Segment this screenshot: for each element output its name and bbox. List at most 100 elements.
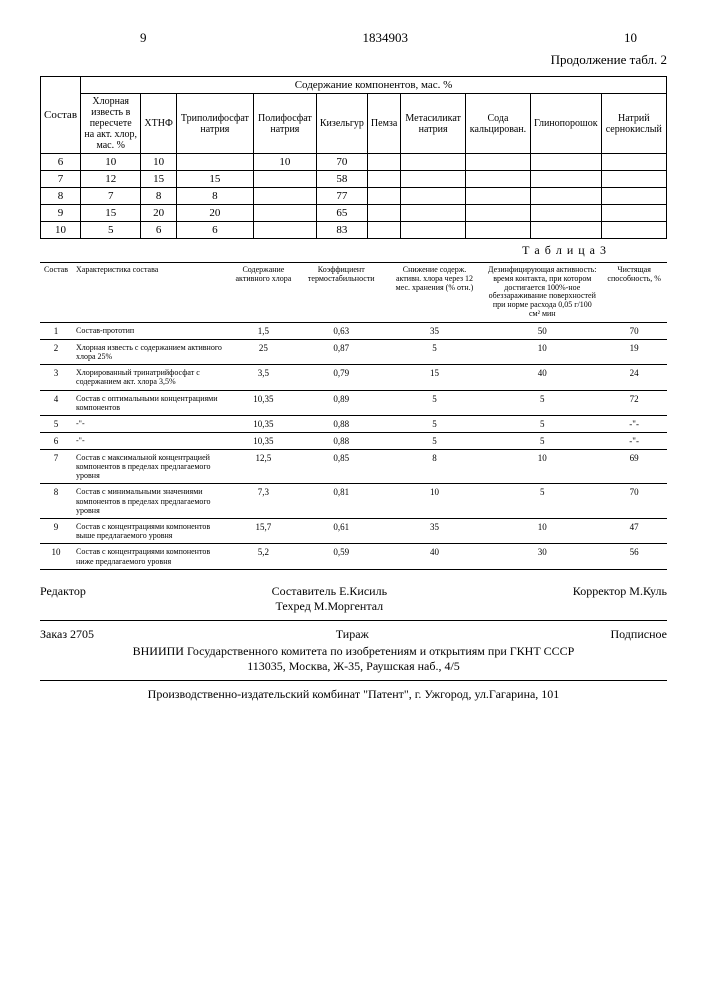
table-cell: 7 [41,171,81,188]
table-cell [601,205,666,222]
table-cell [367,205,400,222]
table-row: 610101070 [41,154,667,171]
col-polyphos: Полифосфат натрия [253,94,316,154]
table-cell: 5,2 [230,544,297,569]
table-cell: 5 [81,222,141,239]
table-cell [601,222,666,239]
table-cell: 12 [81,171,141,188]
table-cell: 0,88 [297,415,386,432]
table-cell [401,205,466,222]
table-cell: 0,59 [297,544,386,569]
credits-block: Редактор Составитель Е.Кисиль Техред М.М… [40,584,667,702]
table-cell: 5 [483,432,601,449]
table-cell: 12,5 [230,449,297,484]
order: Заказ 2705 [40,627,94,642]
table-row: 6-"-10,350,8855-"- [40,432,667,449]
t3-col-characteristic: Характеристика состава [72,263,230,323]
printer-line: Производственно-издательский комбинат "П… [40,687,667,702]
table-cell: 15,7 [230,519,297,544]
table-row: 2Хлорная известь с содержанием активного… [40,339,667,364]
col-kizelgur: Кизельгур [316,94,367,154]
page-right: 10 [624,30,637,46]
col-soda: Сода кальцирован. [465,94,530,154]
table-cell: Состав с концентрациями компонентов выше… [72,519,230,544]
table-cell: 9 [41,205,81,222]
table-cell: 7 [81,188,141,205]
table-cell [465,188,530,205]
doc-number: 1834903 [363,30,409,46]
table-cell [253,205,316,222]
table-cell: 0,88 [297,432,386,449]
header-numbers: 9 1834903 10 [40,30,667,46]
table-cell [253,222,316,239]
table-cell [401,171,466,188]
divider-2 [40,680,667,681]
table-row: 915202065 [41,205,667,222]
table-cell: 77 [316,188,367,205]
table-row: 7Состав с максимальной концентрацией ком… [40,449,667,484]
col-sostav: Состав [41,77,81,154]
tirazh: Тираж [336,627,369,642]
table-cell [367,188,400,205]
table-cell: 5 [386,339,484,364]
table-cell: 1,5 [230,322,297,339]
table-cell: 83 [316,222,367,239]
table-cell [601,188,666,205]
table-row: 10Состав с концентрациями компонентов ни… [40,544,667,569]
table3-body: 1Состав-прототип1,50,633550702Хлорная из… [40,322,667,569]
org-line: ВНИИПИ Государственного комитета по изоб… [40,644,667,659]
table-cell [401,188,466,205]
table-cell [601,171,666,188]
table-cell: 10 [386,484,484,519]
table-cell: 40 [483,365,601,390]
col-chlor: Хлорная известь в пересчете на акт. хлор… [81,94,141,154]
corrector: Корректор М.Куль [573,584,667,614]
table-cell [367,154,400,171]
table2-caption: Содержание компонентов, мас. % [81,77,667,94]
page-left: 9 [140,30,147,46]
table-cell: -"- [601,415,667,432]
table-cell: 58 [316,171,367,188]
table-cell [253,171,316,188]
table-cell: 3 [40,365,72,390]
table3-label: Т а б л и ц а 3 [40,243,607,258]
table-cell: 50 [483,322,601,339]
table-cell [367,171,400,188]
table-cell [530,154,601,171]
techred: Техред М.Моргентал [275,599,383,613]
table-cell: 7 [40,449,72,484]
table-row: 878877 [41,188,667,205]
table-cell: -"- [72,415,230,432]
table-cell: 9 [40,519,72,544]
table-cell: 2 [40,339,72,364]
t3-col-sostav: Состав [40,263,72,323]
table-cell: Состав с концентрациями компонентов ниже… [72,544,230,569]
address-line: 113035, Москва, Ж-35, Раушская наб., 4/5 [40,659,667,674]
table-cell: 15 [81,205,141,222]
t3-col-coeff: Коэффициент термостабильности [297,263,386,323]
table-cell: 30 [483,544,601,569]
table-cell [253,188,316,205]
table-cell: 20 [141,205,176,222]
table-cell: 8 [176,188,253,205]
table-cell: 0,81 [297,484,386,519]
table-cell [176,154,253,171]
table-cell: 0,85 [297,449,386,484]
table-row: 4Состав с оптимальными концентрациями ко… [40,390,667,415]
table-cell: 72 [601,390,667,415]
table-cell: 56 [601,544,667,569]
col-glinoporoshok: Глинопорошок [530,94,601,154]
table-cell: 3,5 [230,365,297,390]
table-row: 9Состав с концентрациями компонентов выш… [40,519,667,544]
table-cell [530,188,601,205]
table-cell: 47 [601,519,667,544]
table-cell [530,222,601,239]
col-metasilicate: Метасиликат натрия [401,94,466,154]
table-cell [465,154,530,171]
table-cell: 0,87 [297,339,386,364]
table-cell: 10 [483,449,601,484]
table-cell: 6 [141,222,176,239]
table-cell: 5 [386,415,484,432]
table-cell: 0,61 [297,519,386,544]
table-cell: Состав с максимальной концентрацией комп… [72,449,230,484]
